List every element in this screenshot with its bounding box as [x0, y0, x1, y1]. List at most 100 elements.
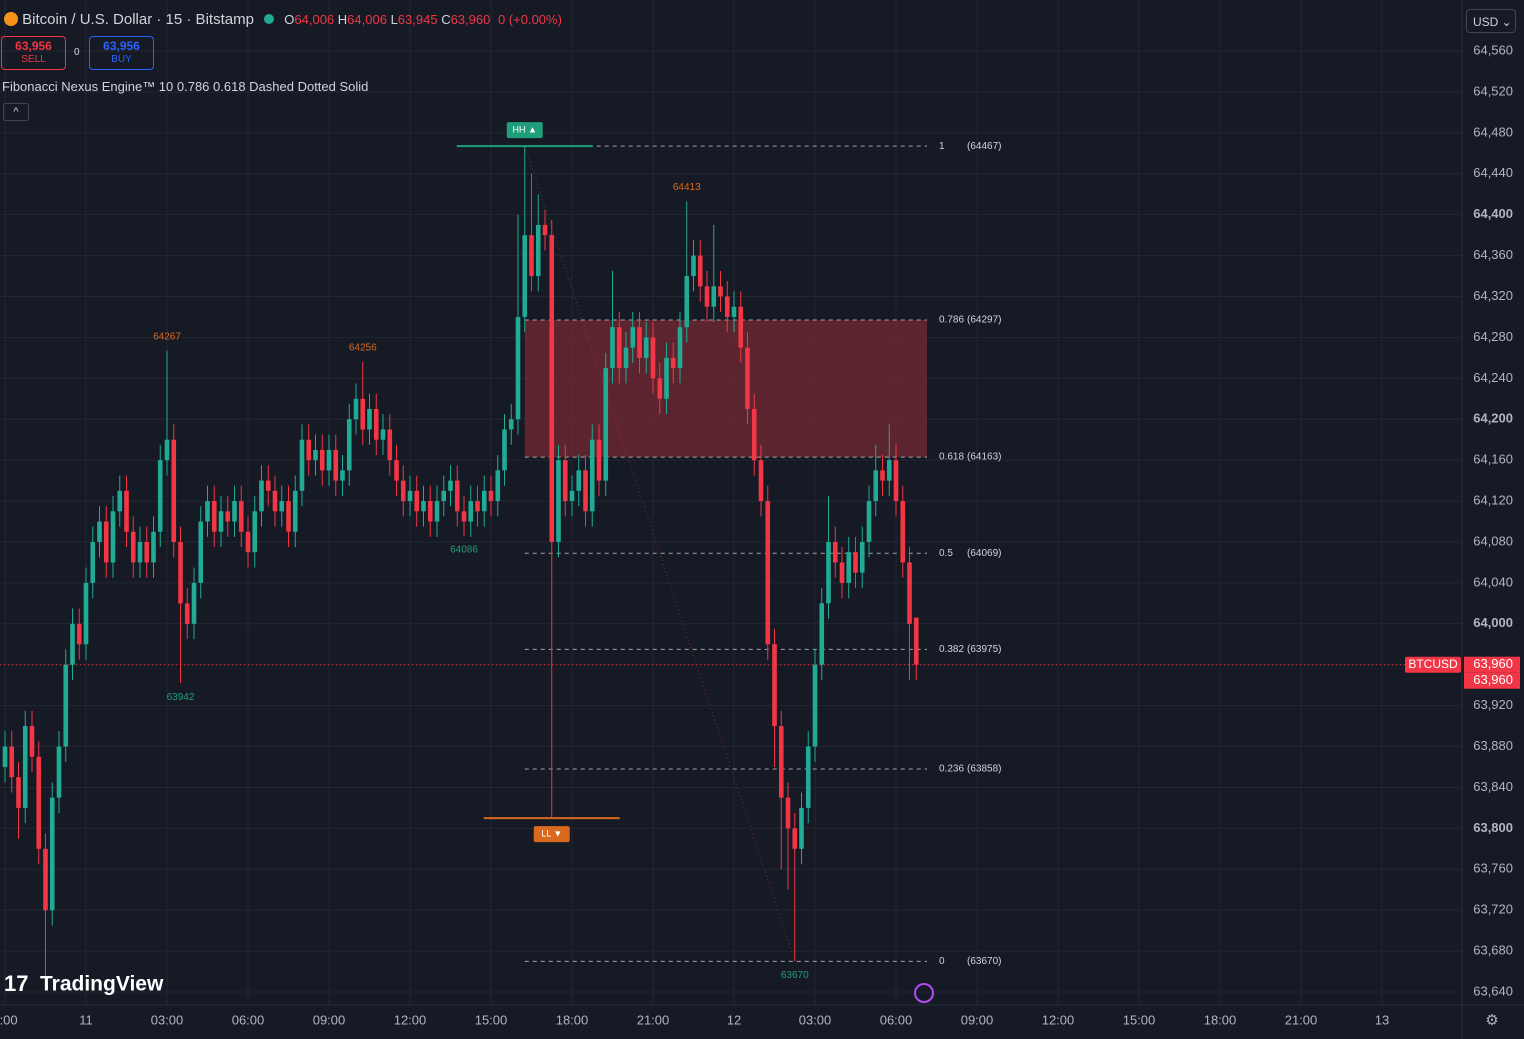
indicator-legend[interactable]: Fibonacci Nexus Engine™ 10 0.786 0.618 D…: [2, 79, 369, 94]
candle-body: [400, 480, 406, 502]
pivot-label: 63942: [167, 692, 195, 703]
candle-body: [103, 521, 109, 563]
candle-body: [522, 235, 528, 317]
candle-body: [772, 644, 777, 727]
candle-body: [434, 501, 440, 522]
candle-body: [326, 449, 332, 471]
candle-body: [22, 726, 28, 808]
x-tick-label: 18:00: [556, 1012, 589, 1027]
quote-value: 64,006: [294, 12, 335, 27]
candle-body: [623, 347, 629, 369]
candle-body: [745, 347, 750, 410]
candle-body: [556, 460, 561, 542]
marker-box: [533, 826, 570, 843]
candle-body: [731, 306, 737, 317]
candle-body: [866, 501, 872, 542]
candle-body: [211, 501, 217, 532]
candle-body: [353, 398, 359, 420]
candle-body: [373, 409, 379, 440]
y-tick-label: 63,760: [1473, 861, 1513, 876]
candle-body: [724, 296, 730, 317]
candle-body: [643, 337, 649, 358]
collapse-button[interactable]: ^: [3, 103, 29, 121]
candle-body: [164, 439, 170, 461]
candle-body: [110, 511, 116, 563]
candle-body: [475, 501, 480, 512]
marker-label: LL ▼: [541, 829, 562, 839]
y-tick-label: 63,640: [1473, 983, 1513, 998]
candle-body: [90, 541, 96, 583]
pivot-label: 64267: [153, 331, 181, 342]
candle-body: [650, 337, 656, 379]
marker-label: HH ▲: [513, 125, 537, 135]
candle-body: [778, 726, 784, 798]
y-tick-label: 64,320: [1473, 288, 1513, 303]
candle-body: [394, 460, 399, 481]
candle-body: [205, 501, 210, 522]
candle-body: [16, 777, 21, 808]
candle-body: [880, 470, 885, 481]
candle-body: [819, 603, 825, 665]
buy-text: BUY: [111, 54, 132, 65]
spread: 0: [74, 47, 80, 58]
candle-body: [515, 316, 521, 420]
candle-body: [144, 541, 150, 563]
indicator-icon: [914, 983, 934, 1003]
buy-button[interactable]: 63,956 BUY: [89, 36, 154, 70]
candle-body: [853, 552, 858, 573]
sell-text: SELL: [21, 54, 46, 65]
fib-price: (64163): [967, 452, 1001, 463]
symbol[interactable]: Bitcoin / U.S. Dollar · 15 · Bitstamp: [22, 11, 254, 28]
candle-body: [738, 306, 744, 348]
fib-ratio: 0.786: [939, 315, 964, 326]
price-tag-label: 63,960: [1473, 656, 1513, 671]
candle-body: [333, 449, 339, 481]
price-tag: [1464, 656, 1520, 673]
currency-select[interactable]: USD ⌄: [1466, 9, 1516, 33]
candle-body: [576, 470, 582, 491]
y-tick-label: 63,840: [1473, 779, 1513, 794]
candle-body: [367, 409, 372, 430]
candle-body: [83, 582, 89, 645]
candle-body: [637, 327, 642, 358]
sell-button[interactable]: 63,956 SELL: [1, 36, 66, 70]
candle-body: [63, 664, 69, 747]
x-tick-label: 13: [1375, 1012, 1389, 1027]
y-tick-label: 63,880: [1473, 738, 1513, 753]
candle-body: [178, 541, 183, 604]
candle-body: [286, 501, 291, 532]
candle-body: [299, 439, 305, 491]
quote-key: H: [337, 12, 348, 27]
candle-body: [805, 746, 811, 808]
candle-body: [468, 501, 474, 522]
coin-icon: [4, 12, 18, 26]
candle-body: [670, 357, 676, 369]
candle-body: [421, 501, 426, 512]
candle-body: [191, 582, 197, 624]
currency: USD: [1473, 15, 1499, 29]
candle-body: [677, 327, 683, 369]
y-tick-label: 64,040: [1473, 574, 1513, 589]
candle-body: [765, 501, 771, 645]
candle-body: [407, 490, 413, 502]
candle-body: [49, 797, 55, 911]
price-tag-label: 63,960: [1473, 672, 1513, 687]
sell-price: 63,956: [15, 39, 52, 53]
candle-body: [826, 541, 831, 604]
candle-body: [306, 439, 312, 461]
candle-body: [846, 552, 852, 583]
y-tick-label: 64,240: [1473, 370, 1513, 385]
fib-ratio: 1: [939, 141, 945, 152]
settings-icon[interactable]: ⚙: [1485, 1012, 1498, 1029]
candle-body: [238, 501, 244, 532]
watermark: TradingView: [40, 973, 164, 996]
y-tick-label: 64,120: [1473, 493, 1513, 508]
candle-body: [2, 746, 8, 767]
candle-body: [137, 541, 143, 563]
x-tick-label: 12: [727, 1012, 741, 1027]
pivot-label: 64086: [450, 544, 478, 555]
candle-body: [616, 327, 622, 369]
quote-value: 63,960: [450, 12, 491, 27]
candle-body: [319, 449, 325, 471]
